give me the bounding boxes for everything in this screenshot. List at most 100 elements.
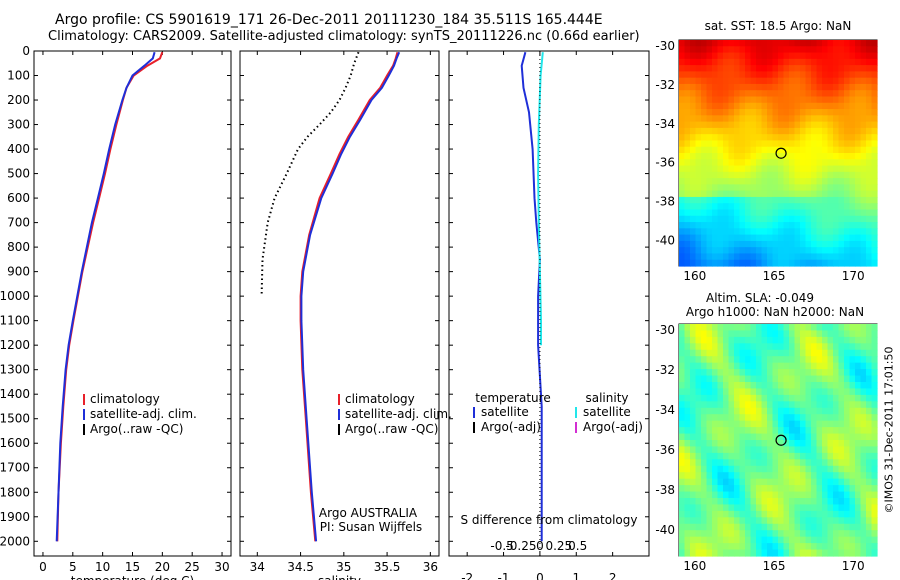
map-sst-cell [860, 77, 867, 85]
map-sst-cell [772, 228, 779, 236]
map-sst-cell [871, 178, 878, 185]
map-sla-cell [690, 375, 697, 383]
map-sst-cell [855, 115, 862, 123]
map-sla-cell [745, 536, 752, 544]
map-sla-cell [712, 478, 719, 486]
map-sst-cell [778, 71, 785, 79]
map-sst-cell [756, 240, 763, 248]
map-sst-cell [866, 253, 873, 261]
map-sst-cell [811, 247, 818, 255]
map-sst-cell [805, 52, 812, 60]
map-sla-cell [871, 427, 878, 435]
map-sla-cell [778, 465, 785, 473]
map-sst-cell [860, 52, 867, 60]
map-sst-cell [789, 115, 796, 123]
map-sla-cell [750, 433, 757, 441]
map-sla-cell [800, 491, 807, 499]
map-sst-cell [816, 153, 823, 160]
map-sla-cell [750, 375, 757, 383]
map-sst-cell [822, 77, 829, 85]
map-sla-cell [805, 433, 812, 441]
map-sst-cell [838, 190, 845, 198]
map-sst-cell [860, 240, 867, 248]
map-sla-cell [789, 407, 796, 415]
map-sst-cell [684, 40, 691, 47]
map-sla-cell [739, 478, 746, 486]
map-sst-cell [811, 215, 818, 223]
map-sst-cell [800, 171, 807, 179]
map-sla-cell [800, 362, 807, 370]
map-sla-cell [844, 362, 851, 370]
map-sst-cell [778, 228, 785, 236]
map-sla-cell [772, 388, 779, 396]
map-sst-cell [679, 171, 686, 179]
map-sst-cell [789, 65, 796, 72]
map-sla-ytick-label: -38 [655, 483, 675, 497]
panel-diff-legend-title-temperature: temperature [475, 391, 550, 405]
map-sst-cell [690, 253, 697, 261]
map-sla-cell [866, 362, 873, 370]
map-sla-cell [789, 362, 796, 370]
map-sla-cell [690, 336, 697, 344]
map-sla-cell [745, 446, 752, 454]
map-sst-cell [866, 203, 873, 211]
map-sla-cell [822, 517, 829, 525]
map-sla-cell [778, 517, 785, 525]
map-sst-cell [756, 228, 763, 236]
map-sst-cell [871, 96, 878, 104]
map-sst-cell [816, 83, 823, 91]
map-sst-cell [745, 259, 752, 267]
map-sst-cell [723, 222, 730, 229]
map-sla-cell [750, 394, 757, 402]
map-sst-cell [695, 234, 702, 242]
map-sst-cell [739, 196, 746, 204]
map-sla-cell [745, 491, 752, 499]
map-sst-cell [866, 209, 873, 217]
map-sst-cell [838, 196, 845, 204]
map-sst-title: sat. SST: 18.5 Argo: NaN [705, 19, 852, 33]
map-sst-cell [690, 127, 697, 135]
map-sst-cell [772, 96, 779, 104]
map-sla-cell [679, 465, 686, 473]
map-sst-cell [761, 58, 768, 66]
map-sst-cell [833, 228, 840, 236]
map-sst-cell [783, 178, 790, 185]
map-sst-cell [844, 83, 851, 91]
map-sla-cell [706, 433, 713, 441]
map-sst-cell [745, 71, 752, 79]
map-sla-cell [706, 523, 713, 531]
map-sla-cell [860, 498, 867, 506]
panel-temp-series-satellite-adj-clim- [55, 51, 156, 542]
map-sla-cell [684, 530, 691, 538]
map-sst-cell [712, 234, 719, 242]
map-sla-cell [794, 356, 801, 364]
map-sla-cell [734, 472, 741, 480]
map-sst-cell [822, 58, 829, 66]
map-sst-cell [772, 115, 779, 123]
panel-temp-series-climatology [56, 51, 164, 542]
map-sst-cell [712, 165, 719, 173]
map-sla-cell [756, 407, 763, 415]
map-sst-cell [827, 222, 834, 229]
map-sst-cell [871, 71, 878, 79]
map-sst-cell [761, 159, 768, 167]
map-sla-cell [750, 452, 757, 460]
map-sla-cell [750, 407, 757, 415]
map-sla-cell [855, 536, 862, 544]
map-sla-cell [728, 549, 735, 557]
map-sst-cell [860, 115, 867, 123]
map-sst-cell [783, 77, 790, 85]
imos-stamp: ©IMOS 31-Dec-2011 17:01:50 [882, 346, 896, 514]
map-sla-cell [816, 485, 823, 493]
map-sst-cell [827, 253, 834, 261]
map-sst-cell [838, 102, 845, 110]
map-sla-cell [805, 407, 812, 415]
map-sla-cell [805, 478, 812, 486]
map-sla-cell [838, 536, 845, 544]
map-sla-cell [849, 343, 856, 351]
map-sla-cell [833, 510, 840, 518]
map-sst-cell [833, 83, 840, 91]
map-sla-cell [712, 543, 719, 551]
map-sla-cell [690, 382, 697, 390]
map-sst-cell [745, 102, 752, 110]
